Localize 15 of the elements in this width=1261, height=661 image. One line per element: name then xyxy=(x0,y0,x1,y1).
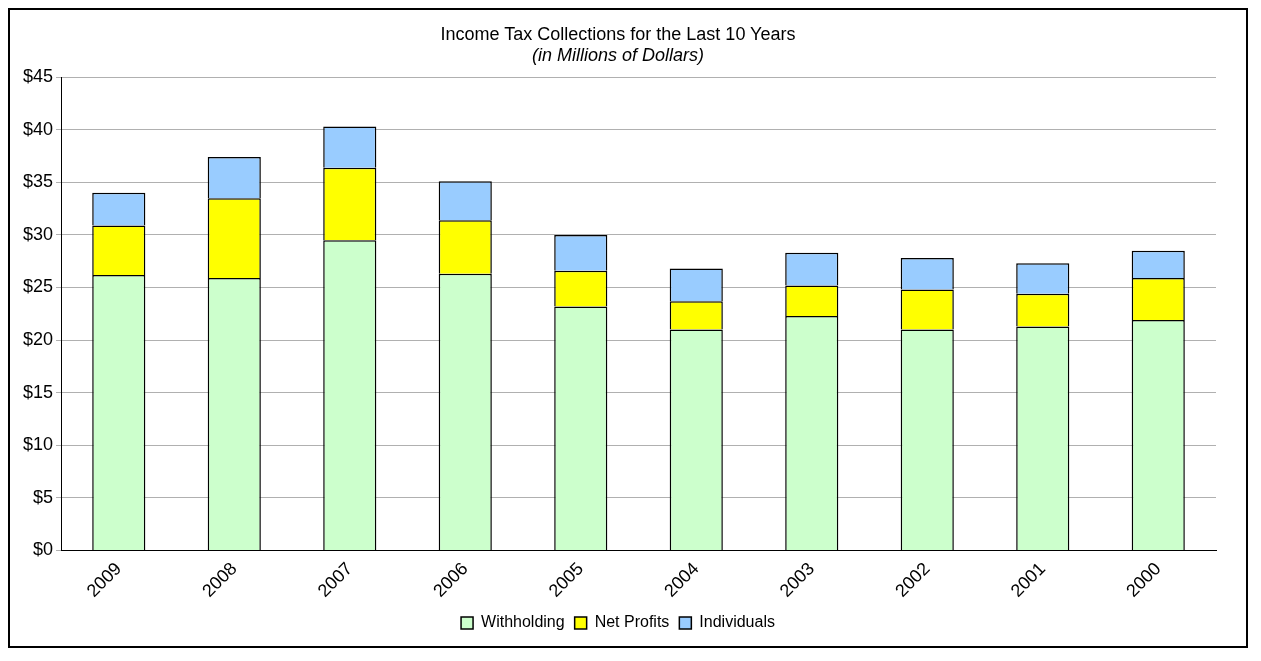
y-tick-label: $30 xyxy=(22,223,54,244)
y-tick-label: $40 xyxy=(22,118,54,139)
y-tick-label: $15 xyxy=(22,381,54,402)
chart-subtitle: (in Millions of Dollars) xyxy=(531,45,705,66)
legend-label: Withholding xyxy=(481,613,565,631)
y-tick-label: $25 xyxy=(22,276,54,297)
y-tick-label: $35 xyxy=(22,171,54,192)
y-tick-label: $45 xyxy=(22,66,54,87)
y-tick-label: $0 xyxy=(33,539,54,560)
y-tick-label: $20 xyxy=(22,329,54,350)
chart-title: Income Tax Collections for the Last 10 Years xyxy=(440,23,796,44)
y-tick-label: $10 xyxy=(22,434,54,455)
y-tick-label: $5 xyxy=(33,486,54,507)
legend-label: Net Profits xyxy=(594,613,670,631)
legend-label: Individuals xyxy=(699,613,775,631)
